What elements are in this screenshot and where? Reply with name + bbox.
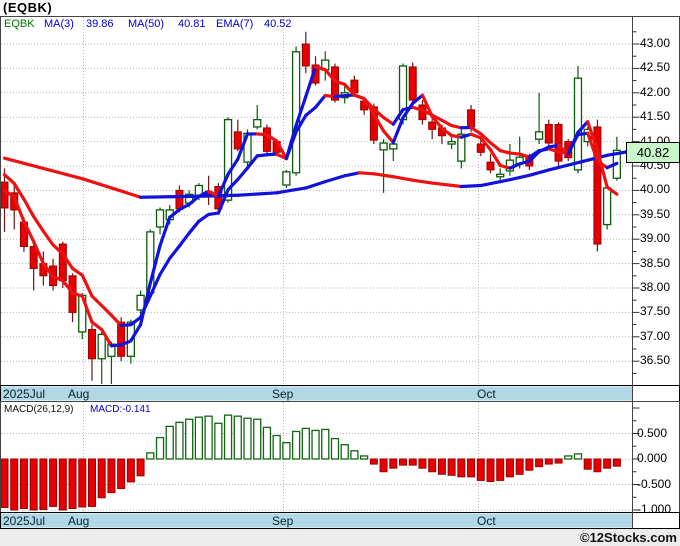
month-label-oct-2: Oct	[477, 514, 496, 528]
page-title: (EQBK)	[3, 0, 53, 15]
price-tick-label: 36.50	[640, 353, 671, 368]
watermark: ©12Stocks.com	[579, 530, 677, 545]
month-label-sep: Sep	[272, 387, 294, 401]
ma50-value: 40.81	[178, 18, 206, 30]
macd-tick-label: 0.500	[637, 425, 668, 440]
price-tick-label: 37.00	[640, 328, 671, 343]
macd-params-label: MACD(26,12,9)	[4, 404, 74, 415]
month-label-jul: 2025Jul	[3, 387, 46, 401]
ma3-value: 39.86	[86, 18, 114, 30]
price-tick-label: 39.50	[640, 206, 671, 221]
month-label-aug: Aug	[68, 387, 90, 401]
ma3-label: MA(3)	[44, 18, 74, 30]
month-label-aug-2: Aug	[68, 514, 90, 528]
month-label-sep-2: Sep	[272, 514, 294, 528]
price-tick-label: 43.00	[640, 36, 671, 50]
ema7-value: 40.52	[264, 18, 292, 30]
last-price-badge: 40.82	[626, 142, 680, 163]
ma50-label: MA(50)	[128, 18, 165, 30]
month-label-oct: Oct	[477, 387, 496, 401]
month-label-jul-2: 2025Jul	[3, 514, 46, 528]
macd-tick-label: -0.500	[637, 476, 672, 491]
price-tick-label: 42.00	[640, 84, 671, 99]
macd-tick-label: 0.000	[637, 451, 668, 465]
price-tick-label: 38.00	[640, 280, 671, 294]
price-tick-label: 41.50	[640, 109, 671, 124]
price-tick-label: 38.50	[640, 255, 671, 270]
ema7-label: EMA(7)	[216, 18, 254, 30]
price-tick-label: 40.00	[640, 182, 671, 197]
symbol-label: EQBK	[4, 18, 35, 30]
macd-current-value: MACD:-0.141	[90, 404, 151, 415]
price-tick-label: 42.50	[640, 60, 671, 75]
macd-tick-label: -1.000	[637, 502, 672, 516]
price-tick-label: 37.50	[640, 304, 671, 319]
price-tick-label: 39.00	[640, 231, 671, 246]
